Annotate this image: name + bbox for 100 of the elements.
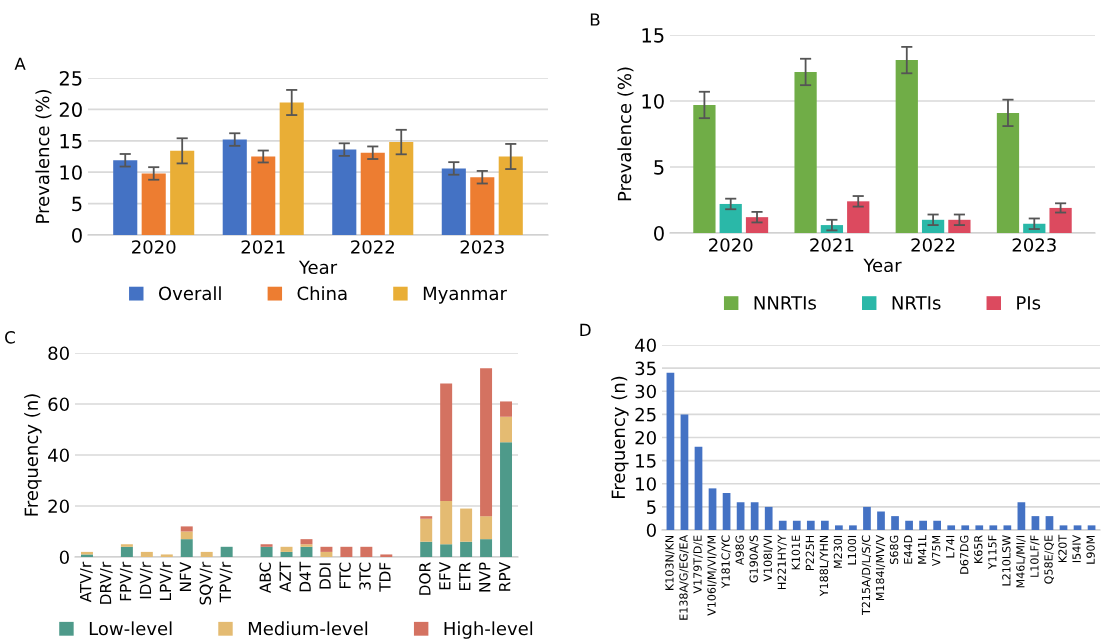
x-tick-label: L74I [946, 535, 955, 558]
x-tick-label: E138A/G/EG/EA [679, 534, 689, 620]
bar [905, 520, 913, 530]
y-tick-label: 25 [635, 407, 656, 422]
bar [847, 201, 870, 233]
bar [300, 539, 313, 545]
bar [933, 520, 942, 530]
x-tick-label: ABC [259, 562, 271, 594]
x-tick-label: DRV/r [100, 561, 113, 604]
y-tick-label: 25 [59, 70, 82, 86]
y-tick-label: 0 [654, 225, 664, 241]
x-tick-label: 2021 [810, 238, 854, 252]
bar [1059, 525, 1068, 530]
x-tick-label: NFV [179, 561, 191, 592]
bar [440, 544, 453, 557]
y-tick-label: 60 [48, 397, 69, 412]
bar [360, 152, 385, 235]
x-tick-label: S68G [889, 535, 899, 564]
bar [722, 493, 731, 530]
x-tick-label: E44D [904, 535, 913, 564]
bar [877, 511, 885, 530]
bar [460, 541, 473, 557]
y-tick-label: 20 [48, 499, 69, 514]
bar [340, 546, 353, 557]
x-tick-label: M41L [918, 534, 927, 564]
bar [792, 520, 801, 530]
bar [260, 544, 273, 547]
y-tick-label: 40 [635, 338, 656, 353]
y-tick-label: 0 [72, 227, 82, 243]
y-axis-title: Prevalence (%) [617, 67, 634, 201]
x-tick-label: FTC [339, 562, 351, 588]
y-tick-label: 0 [59, 550, 69, 565]
y-axis-title: Frequency (n) [24, 394, 42, 516]
bar [470, 177, 495, 235]
bar [764, 506, 773, 530]
bar [170, 150, 195, 235]
x-tick-label: V106I/M/VI/VM [707, 535, 717, 616]
bar [498, 156, 523, 235]
bar [332, 149, 357, 235]
bar [300, 546, 313, 557]
bar [1045, 516, 1054, 530]
x-tick-label: V179T/D/E [693, 535, 703, 594]
chart-title: C [5, 331, 15, 344]
x-tick-label: 2022 [351, 240, 394, 254]
legend-label: PIs [1017, 296, 1041, 310]
y-tick-label: 10 [642, 93, 664, 109]
legend-label: Overall [158, 286, 221, 301]
x-tick-label: 2020 [709, 238, 753, 252]
bar [389, 142, 414, 235]
legend-label: High-level [444, 621, 533, 639]
y-tick-label: 20 [635, 430, 656, 445]
bar [251, 156, 276, 235]
x-tick-label: LPV/r [159, 561, 173, 600]
bar [420, 541, 433, 557]
x-tick-label: I54IV [1072, 534, 1081, 563]
bar [693, 104, 716, 233]
bar [680, 414, 689, 530]
x-axis-title: Year [863, 258, 902, 273]
x-tick-label: V108I/VI [763, 535, 773, 582]
x-tick-label: EFV [439, 561, 451, 590]
bar [280, 551, 293, 557]
x-tick-label: 2023 [460, 240, 504, 254]
bar [120, 546, 133, 557]
legend-label: NRTIs [892, 296, 941, 310]
bar [745, 217, 769, 233]
bar [820, 520, 829, 530]
x-tick-label: T215A/D/L/S/C [861, 535, 872, 616]
bar [113, 160, 138, 235]
bar [260, 546, 273, 557]
x-tick-label: 2023 [1012, 238, 1056, 252]
y-tick-label: 20 [59, 102, 82, 118]
x-tick-label: D4T [299, 561, 311, 592]
bar [947, 525, 956, 530]
bar [1003, 525, 1012, 530]
x-tick-label: 3TC [359, 562, 371, 590]
bar [222, 139, 247, 235]
y-tick-label: 30 [635, 384, 656, 399]
x-tick-label: RPV [499, 561, 511, 591]
bar [140, 551, 153, 557]
bar [180, 526, 193, 532]
x-tick-label: ETR [459, 562, 471, 590]
x-tick-label: DOR [419, 562, 431, 595]
bar [1031, 516, 1040, 530]
x-tick-label: DDI [319, 563, 331, 589]
x-tick-label: L10LF/F [1030, 535, 1040, 577]
y-tick-label: 5 [654, 160, 664, 175]
x-tick-label: Y188L/YHN [819, 535, 829, 597]
x-tick-label: M184I/MV/V [875, 534, 886, 601]
bar [708, 488, 717, 530]
x-tick-label: Y181C/YC [721, 535, 731, 589]
legend-label: Medium-level [248, 621, 368, 636]
bar [750, 502, 759, 530]
x-tick-label: 2020 [132, 240, 176, 254]
x-tick-label: ATV/r [80, 561, 93, 603]
legend-label: Low-level [89, 621, 172, 636]
bar [300, 544, 313, 547]
x-tick-label: K20T [1058, 534, 1067, 562]
x-tick-label: P225H [805, 535, 815, 571]
x-tick-label: Q58E/QE [1044, 535, 1054, 584]
bar [961, 525, 970, 530]
